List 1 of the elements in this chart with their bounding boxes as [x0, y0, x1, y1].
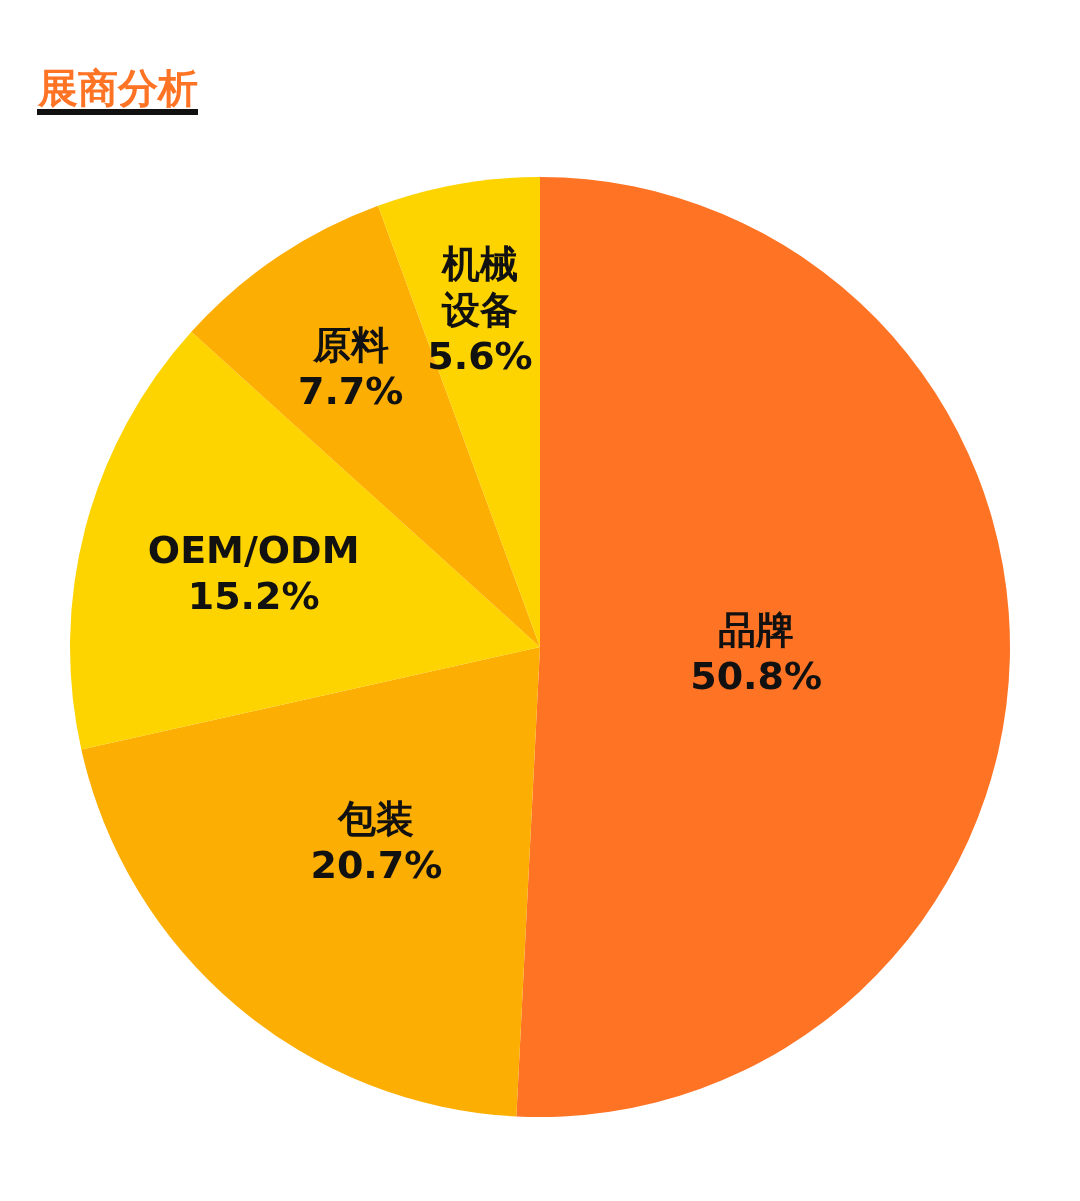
title: 展商分析	[38, 65, 198, 111]
